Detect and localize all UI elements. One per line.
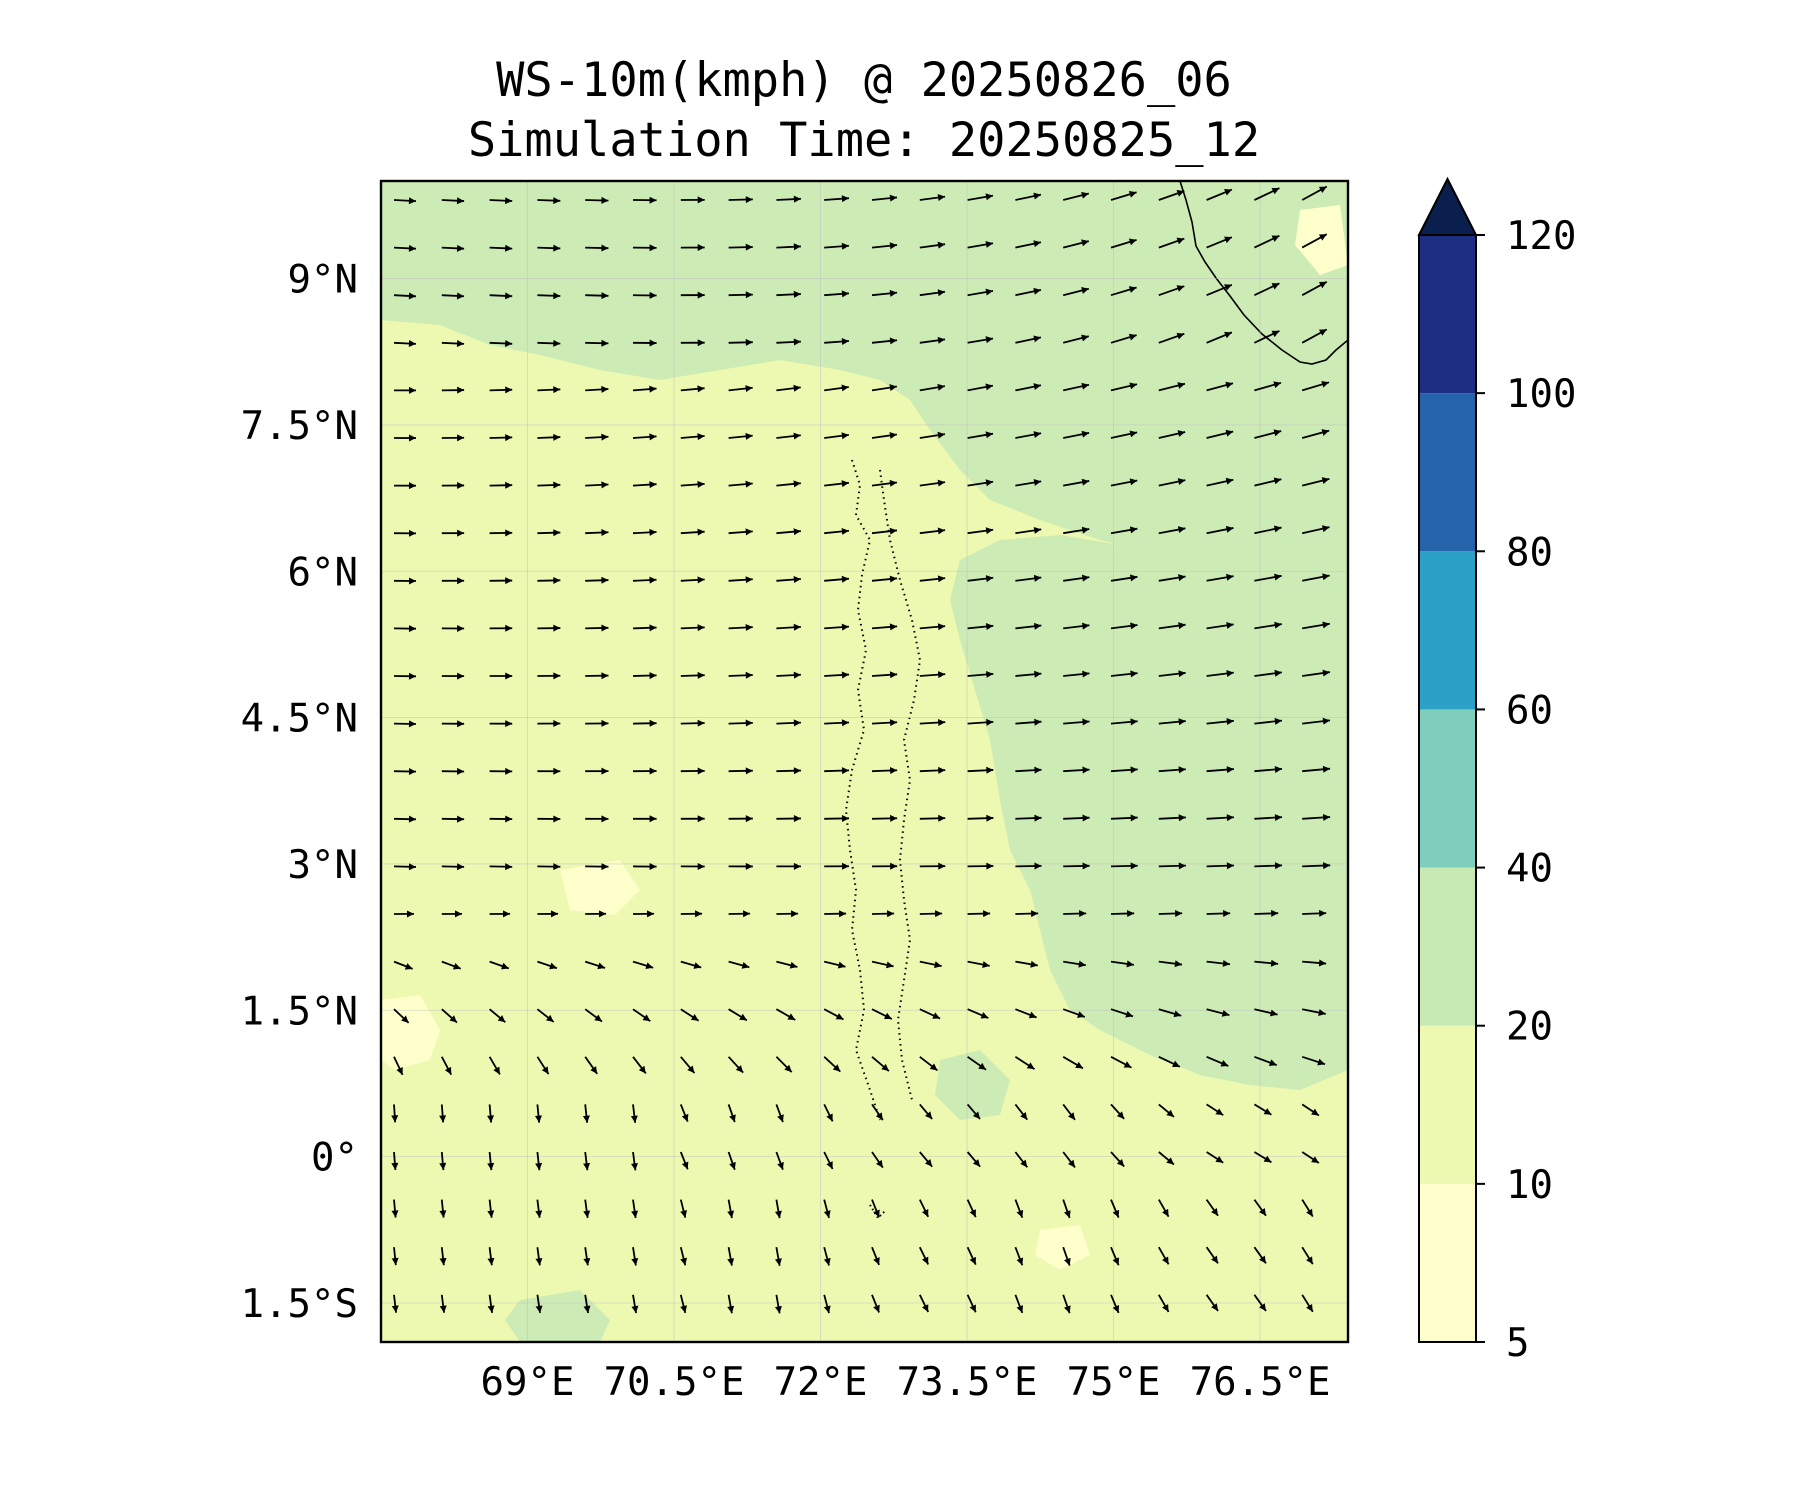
latitude-tick-label: 9°N — [288, 258, 358, 303]
longitude-tick-label: 76.5°E — [1190, 1360, 1331, 1405]
wind-arrow — [968, 1342, 976, 1359]
latitude-tick-label: 6°N — [288, 550, 358, 595]
colorbar-tick-label: 120 — [1506, 214, 1576, 259]
latitude-tick-label: 1.5°S — [241, 1282, 358, 1327]
latitude-tick-label: 4.5°N — [241, 697, 358, 742]
colorbar-tick-label: 20 — [1506, 1005, 1553, 1050]
wind-arrow — [920, 1342, 928, 1359]
colorbar-segment — [1419, 235, 1476, 393]
latitude-tick-label: 1.5°N — [241, 989, 358, 1034]
wind-arrow — [1254, 1342, 1266, 1358]
wind-arrow — [1015, 1342, 1023, 1360]
wind-arrow — [727, 1342, 734, 1360]
wind-arrow — [1302, 1342, 1313, 1359]
colorbar-tick-label: 5 — [1506, 1321, 1529, 1366]
wind-arrow — [584, 1342, 591, 1360]
wind-arrow — [1207, 1342, 1218, 1358]
wind-arrow — [824, 1342, 831, 1360]
longitude-tick-label: 69°E — [481, 1360, 575, 1405]
colorbar-segment — [1419, 1026, 1476, 1184]
wind-arrow — [632, 1342, 639, 1360]
wind-arrow — [680, 1342, 687, 1360]
latitude-tick-label: 3°N — [288, 843, 358, 888]
wind-arrow — [1063, 1342, 1070, 1360]
wind-arrow — [488, 1342, 495, 1360]
colorbar-tick-label: 10 — [1506, 1163, 1553, 1208]
title-line-2: Simulation Time: 20250825_12 — [468, 113, 1260, 168]
longitude-tick-label: 75°E — [1067, 1360, 1161, 1405]
longitude-tick-label: 70.5°E — [604, 1360, 745, 1405]
colorbar-tick-label: 40 — [1506, 847, 1553, 892]
colorbar-extend-max — [1419, 179, 1476, 235]
title-line-1: WS-10m(kmph) @ 20250826_06 — [496, 53, 1232, 108]
colorbar-tick-label: 60 — [1506, 688, 1553, 733]
wind-arrow — [536, 1342, 543, 1360]
wind-arrow — [872, 1342, 880, 1360]
colorbar-segment — [1419, 709, 1476, 867]
latitude-tick-label: 7.5°N — [241, 404, 358, 449]
wind-arrow — [1111, 1342, 1119, 1360]
wind-arrow — [440, 1342, 447, 1360]
wind-arrow — [392, 1342, 399, 1360]
colorbar: 5 10 20 40 60 80 100 120 — [1419, 179, 1576, 1366]
colorbar-segment — [1419, 393, 1476, 551]
latitude-tick-label: 0° — [311, 1136, 358, 1181]
colorbar-segment — [1419, 868, 1476, 1026]
wind-arrow — [1159, 1342, 1169, 1359]
wind-arrow — [775, 1342, 782, 1361]
latitude-tick-labels: 9°N 7.5°N 6°N 4.5°N 3°N 1.5°N 0° 1.5°S — [241, 258, 358, 1327]
colorbar-tick-label: 100 — [1506, 372, 1576, 417]
longitude-tick-label: 73.5°E — [897, 1360, 1038, 1405]
colorbar-tick-label: 80 — [1506, 530, 1553, 575]
longitude-tick-labels: 69°E 70.5°E 72°E 73.5°E 75°E 76.5°E — [481, 1360, 1331, 1405]
colorbar-segment — [1419, 551, 1476, 709]
longitude-tick-label: 72°E — [774, 1360, 868, 1405]
map-panel — [381, 181, 1348, 1361]
colorbar-segment — [1419, 1184, 1476, 1342]
